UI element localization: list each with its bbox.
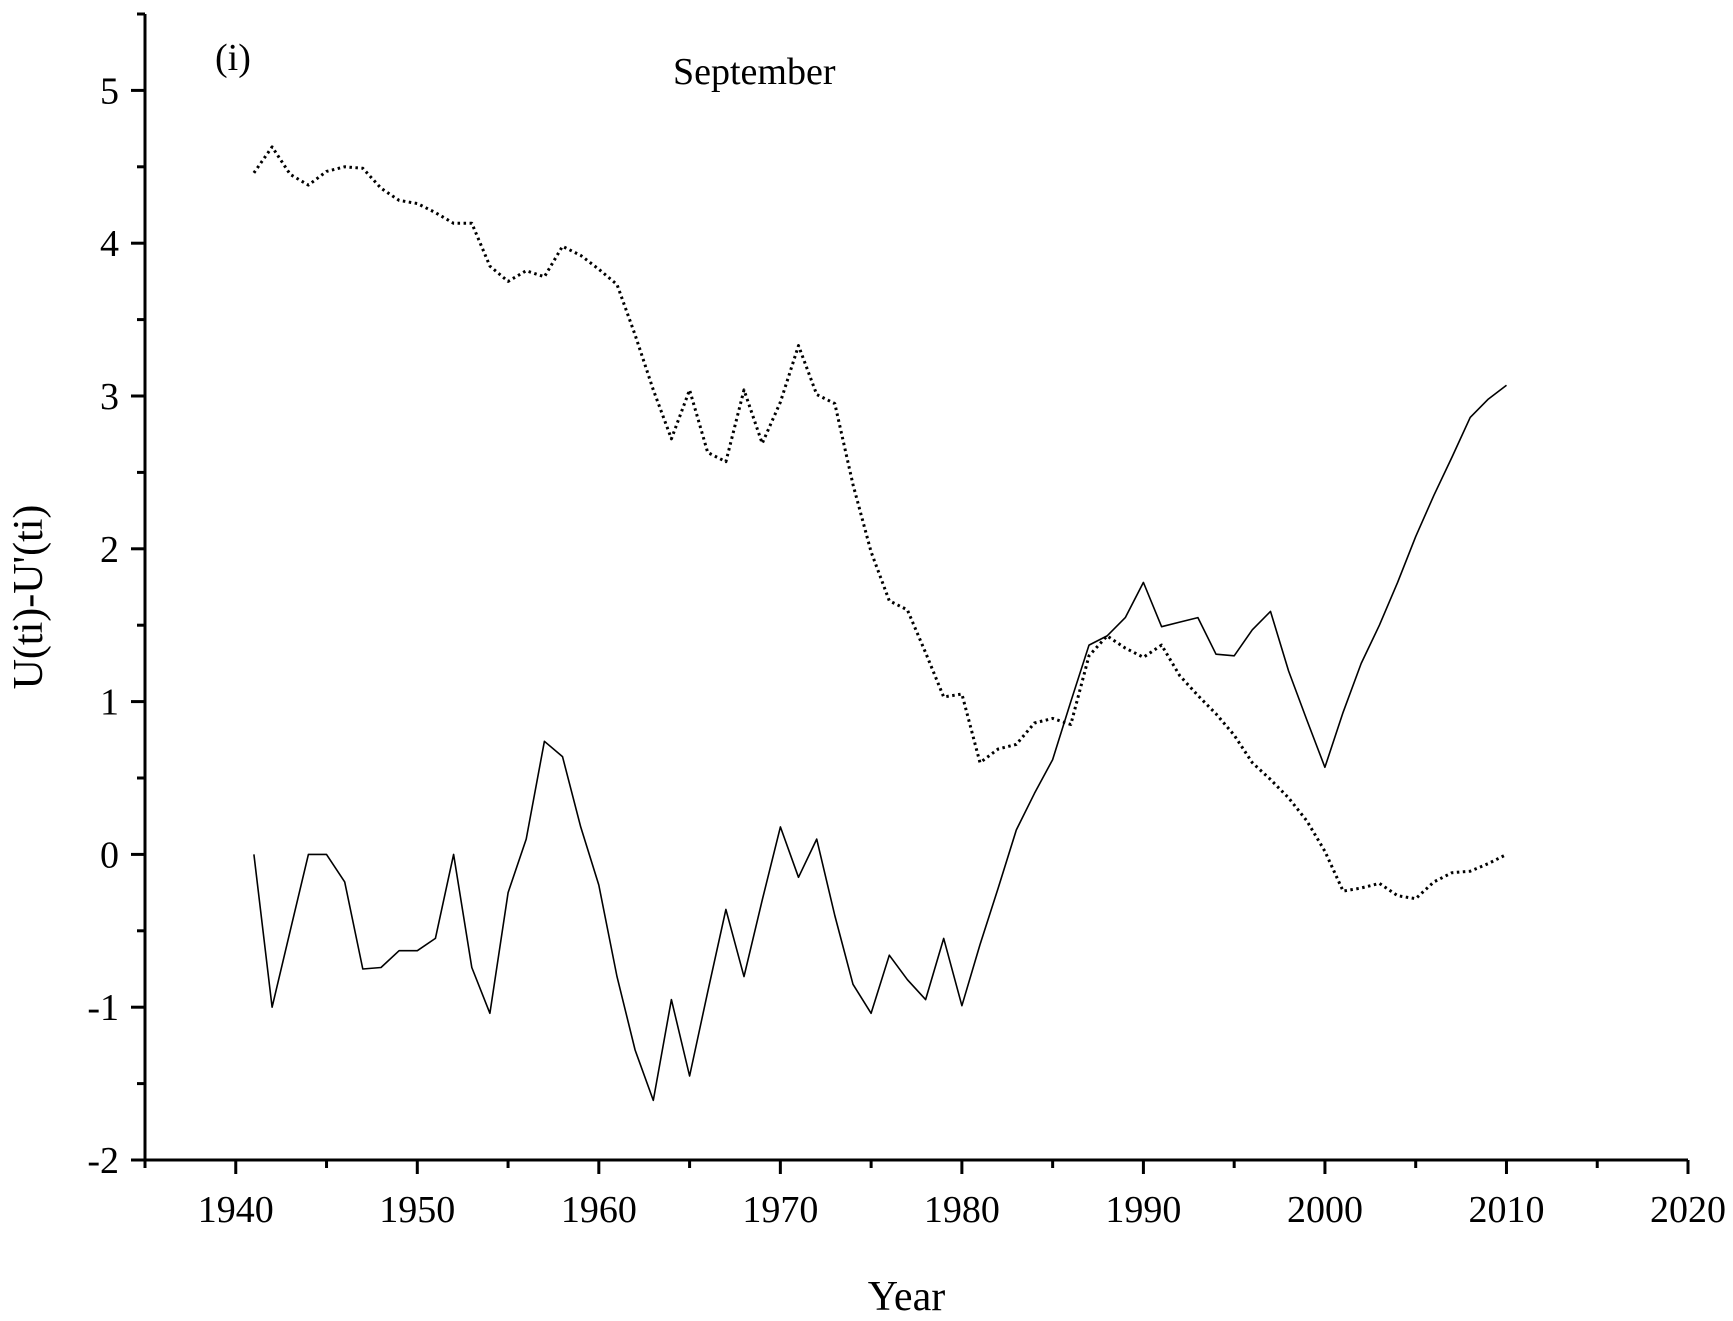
x-ticks: 1940 1950 1960 1970 1980 1990 2000 2010 2020: [143, 1160, 1726, 1231]
y-tick-label: -1: [87, 987, 119, 1029]
y-tick-label: 4: [100, 223, 119, 265]
y-tick-label: 1: [100, 682, 119, 724]
x-tick-label: 1950: [379, 1189, 455, 1231]
x-axis-title: Year: [868, 1274, 945, 1320]
x-tick-label: 2010: [1468, 1189, 1544, 1231]
y-axis-title: U(ti)-U'(ti): [6, 505, 52, 690]
y-ticks: -2 -1 0 1 2 3 4 5: [87, 12, 145, 1182]
x-tick-label: 2020: [1650, 1189, 1726, 1231]
y-tick-label: 2: [100, 529, 119, 571]
x-tick-label: 1990: [1105, 1189, 1181, 1231]
x-tick-label: 1970: [742, 1189, 818, 1231]
series-group: [252, 145, 1508, 1102]
y-tick-label: -2: [87, 1140, 119, 1182]
y-tick-label: 3: [100, 376, 119, 418]
x-tick-label: 1940: [198, 1189, 274, 1231]
x-tick-label: 2000: [1287, 1189, 1363, 1231]
axes: [143, 14, 1688, 1162]
y-tick-label: 0: [100, 834, 119, 876]
series-line-dotted: [252, 145, 1508, 901]
y-tick-label: 5: [100, 70, 119, 112]
x-tick-label: 1960: [561, 1189, 637, 1231]
month-label: September: [673, 51, 836, 93]
x-tick-label: 1980: [924, 1189, 1000, 1231]
panel-label: (i): [215, 37, 251, 79]
series-line-solid: [253, 384, 1507, 1102]
